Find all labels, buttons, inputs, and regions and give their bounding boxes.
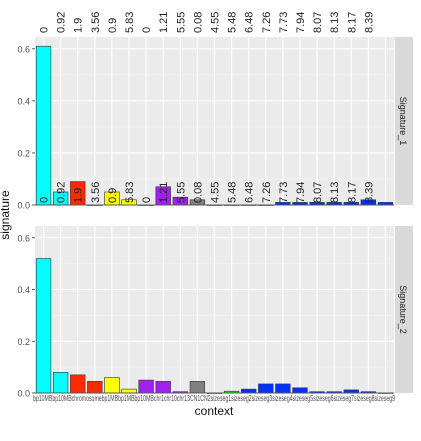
facet-strip-label: Signature_2 <box>398 285 408 334</box>
overlay-label: 5.55 <box>175 182 187 203</box>
overlay-label: 5.83 <box>124 182 136 203</box>
top-label: 7.26 <box>261 12 273 33</box>
top-label: 5.55 <box>175 12 187 33</box>
overlay-label: 8.07 <box>312 182 324 203</box>
overlay-label: 7.94 <box>295 182 307 203</box>
top-label: 0.08 <box>192 12 204 33</box>
y-tick-label: 0.2 <box>17 148 30 158</box>
bar <box>155 381 171 394</box>
facet-strip <box>395 226 413 393</box>
y-axis-label: signature <box>0 190 12 240</box>
overlay-label: 4.55 <box>210 182 222 203</box>
y-tick-label: 0.0 <box>17 389 30 399</box>
top-label: 8.17 <box>346 12 358 33</box>
top-label: 6.48 <box>244 12 256 33</box>
overlay-label: 7.26 <box>261 182 273 203</box>
overlay-label: 0.92 <box>56 182 68 203</box>
y-tick-label: 0.6 <box>17 44 30 54</box>
overlay-label: 0.08 <box>192 182 204 203</box>
top-label: 0.92 <box>56 12 68 33</box>
overlay-label: 8.17 <box>346 182 358 203</box>
overlay-label: 3.56 <box>90 182 102 203</box>
overlay-label: 5.48 <box>227 182 239 203</box>
bar <box>258 383 274 394</box>
bar <box>292 387 308 394</box>
top-label: 8.07 <box>312 12 324 33</box>
top-label: 4.55 <box>210 12 222 33</box>
x-tick-labels: bp10MBbp10MBchromosomebp1MBbp1MBbp10MBch… <box>33 394 395 403</box>
bar <box>35 258 52 394</box>
top-label: 7.94 <box>295 12 307 33</box>
bar <box>87 381 103 394</box>
bar <box>35 45 52 206</box>
overlay-label: 0.9 <box>107 188 119 203</box>
bar <box>189 381 206 394</box>
bar <box>241 388 257 394</box>
top-label: 7.73 <box>278 12 290 33</box>
y-tick-label: 0.6 <box>17 233 30 243</box>
overlay-label: 1.9 <box>73 188 85 203</box>
top-label: 0.9 <box>107 18 119 33</box>
facet-strip-label: Signature_1 <box>398 97 408 146</box>
top-label: 1.21 <box>158 12 170 33</box>
y-tick-label: 0.4 <box>17 96 30 106</box>
overlay-label: 6.48 <box>244 182 256 203</box>
top-label: 0 <box>141 27 153 33</box>
overlay-label: 0 <box>39 197 51 203</box>
y-tick-label: 0.4 <box>17 285 30 295</box>
bar <box>275 383 291 394</box>
bar <box>104 377 120 394</box>
overlay-label: 0 <box>141 197 153 203</box>
top-label: 8.13 <box>329 12 341 33</box>
overlay-label: 7.73 <box>278 182 290 203</box>
top-label: 5.48 <box>227 12 239 33</box>
bar <box>121 388 137 394</box>
top-label: 1.9 <box>73 18 85 33</box>
bar <box>70 374 86 394</box>
top-label: 8.39 <box>363 12 375 33</box>
facet-strip <box>395 37 413 205</box>
x-axis-label: context <box>195 404 234 418</box>
bar <box>52 372 69 394</box>
top-label: 0 <box>39 27 51 33</box>
overlay-label: 1.21 <box>158 182 170 203</box>
overlay-label: 8.13 <box>329 182 341 203</box>
top-label: 5.83 <box>124 12 136 33</box>
bar <box>138 379 154 394</box>
top-label: 3.56 <box>90 12 102 33</box>
overlay-label: 8.39 <box>363 182 375 203</box>
y-tick-label: 0.0 <box>17 201 30 211</box>
y-tick-label: 0.2 <box>17 337 30 347</box>
